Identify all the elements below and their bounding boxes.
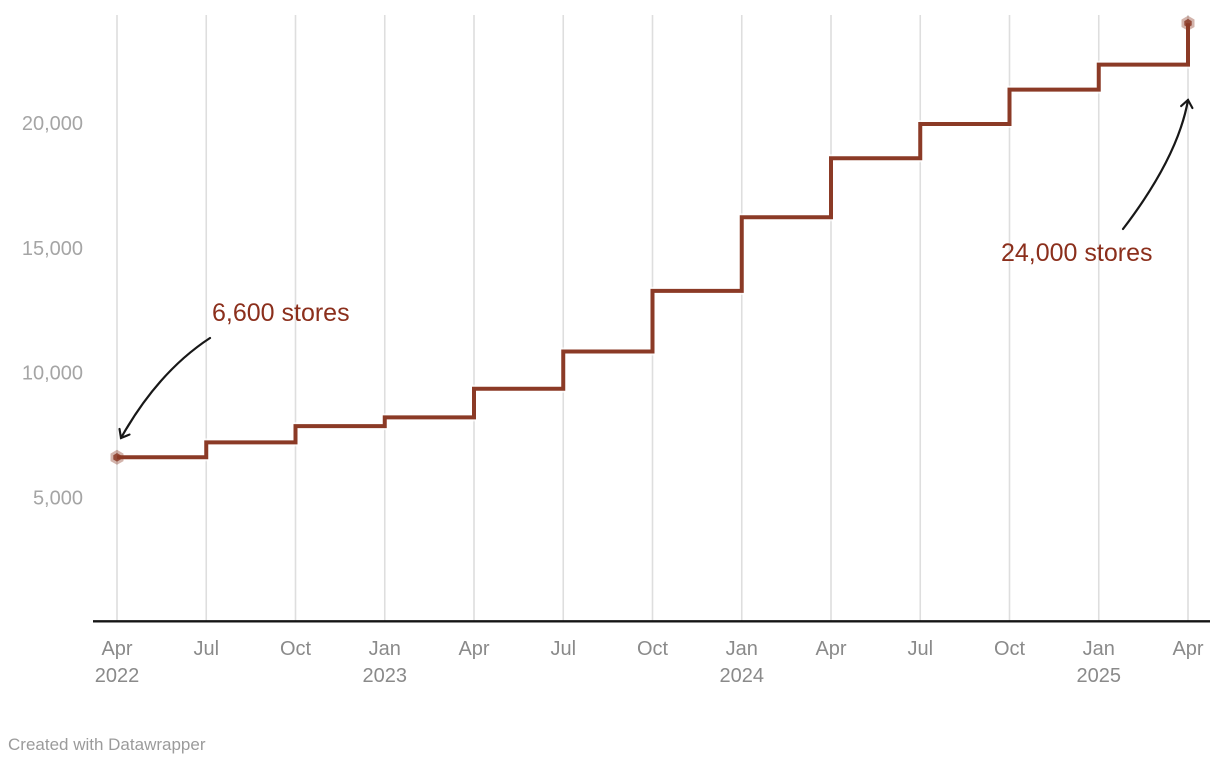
series-step-line (117, 23, 1192, 462)
x-tick-label-month: Apr (815, 638, 846, 660)
y-tick-label: 15,000 (22, 238, 83, 260)
x-tick-label-year: 2022 (95, 665, 140, 687)
x-tick-label-month: Jul (550, 638, 576, 660)
annotation-start-value: 6,600 stores (212, 299, 350, 327)
y-tick-label: 5,000 (33, 487, 83, 509)
x-tick-label-month: Jul (193, 638, 219, 660)
x-tick-label-month: Jul (907, 638, 933, 660)
x-tick-label-year: 2023 (363, 665, 408, 687)
y-tick-label: 20,000 (22, 113, 83, 135)
endpoint-markers (110, 15, 1195, 465)
end-point-marker (1184, 18, 1192, 28)
x-tick-label-month: Apr (1172, 638, 1203, 660)
y-axis-tick-labels: 5,000 10,000 15,000 20,000 (22, 113, 83, 509)
annotation-arrows (118, 98, 1194, 440)
x-tick-label-month: Apr (101, 638, 132, 660)
x-tick-label-month: Jan (1083, 638, 1115, 660)
x-axis-tick-labels: Apr 2022 Jul Oct Jan 2023 Apr Jul Oct Jan 2024 Apr J… (95, 638, 1204, 687)
arrow-to-start-point (118, 336, 212, 440)
x-tick-label-year: 2024 (720, 665, 765, 687)
x-tick-label-month: Apr (458, 638, 489, 660)
x-tick-label-month: Jan (726, 638, 758, 660)
arrow-to-end-point (1121, 98, 1194, 231)
y-tick-label: 10,000 (22, 363, 83, 385)
annotation-end-value: 24,000 stores (1001, 239, 1153, 267)
x-tick-label-month: Oct (280, 638, 312, 660)
x-tick-label-month: Oct (637, 638, 669, 660)
x-tick-label-year: 2025 (1077, 665, 1122, 687)
step-line (117, 23, 1190, 460)
x-tick-label-month: Jan (369, 638, 401, 660)
datawrapper-attribution-link[interactable]: Created with Datawrapper (8, 735, 206, 754)
x-tick-label-month: Oct (994, 638, 1026, 660)
start-point-marker (113, 453, 121, 462)
